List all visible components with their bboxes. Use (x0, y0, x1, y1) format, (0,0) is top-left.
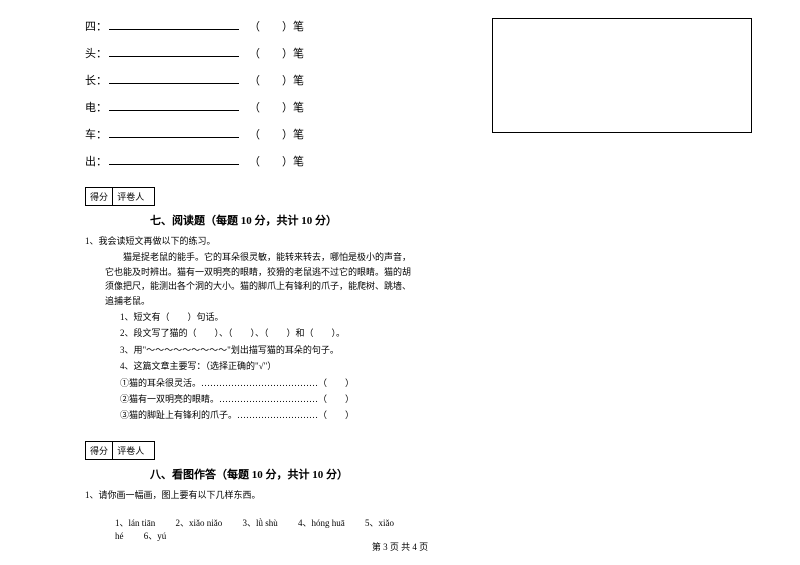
stroke-row: 电： （ ）笔 (85, 99, 415, 115)
stroke-count-field: （ ）笔 (249, 18, 304, 34)
score-box: 得分 评卷人 (85, 187, 155, 206)
stroke-char-label: 出： (85, 153, 107, 169)
stroke-char-label: 头： (85, 45, 107, 61)
score-defen-cell: 得分 (86, 442, 113, 459)
q7-opt1: ①猫的耳朵很灵活。…………………………………（ ） (120, 376, 415, 390)
pinyin-row: 1、lán tiān 2、xiǎo niǎo 3、lǜ shù 4、hóng h… (115, 516, 415, 542)
stroke-count-field: （ ）笔 (249, 153, 304, 169)
score-defen-cell: 得分 (86, 188, 113, 205)
q7-sub2: 2、段文写了猫的（ ）、（ ）、（ ）和（ ）。 (120, 326, 415, 340)
stroke-count-field: （ ）笔 (249, 126, 304, 142)
page-footer: 第 3 页 共 4 页 (0, 540, 800, 553)
stroke-count-field: （ ）笔 (249, 99, 304, 115)
stroke-blank-line[interactable] (109, 127, 239, 138)
pinyin-item: 4、hóng huā (298, 518, 345, 528)
q7-sub1: 1、短文有（ ）句话。 (120, 310, 415, 324)
q7-opt3: ③猫的脚趾上有锋利的爪子。………………………（ ） (120, 408, 415, 422)
q7-opt2: ②猫有一双明亮的眼睛。……………………………（ ） (120, 392, 415, 406)
q7-sub3: 3、用"～～～～～～～～～"划出描写猫的耳朵的句子。 (120, 343, 415, 357)
stroke-blank-line[interactable] (109, 46, 239, 57)
stroke-char-label: 电： (85, 99, 107, 115)
stroke-row: 长： （ ）笔 (85, 72, 415, 88)
stroke-count-field: （ ）笔 (249, 72, 304, 88)
stroke-blank-line[interactable] (109, 73, 239, 84)
stroke-row: 四： （ ）笔 (85, 18, 415, 34)
q8-1-title: 1、请你画一幅画，图上要有以下几样东西。 (85, 488, 415, 502)
pinyin-item: 1、lán tiān (115, 518, 155, 528)
stroke-blank-line[interactable] (109, 154, 239, 165)
pinyin-item: 2、xiǎo niǎo (176, 518, 223, 528)
page-content: 四： （ ）笔 头： （ ）笔 长： （ ）笔 电： （ ）笔 车： （ ）笔 … (0, 0, 800, 565)
pinyin-item: 3、lǜ shù (243, 518, 278, 528)
q7-sub4: 4、这篇文章主要写：（选择正确的"√"） (120, 359, 415, 373)
section-7-heading: 七、阅读题（每题 10 分，共计 10 分） (150, 212, 415, 228)
stroke-row: 头： （ ）笔 (85, 45, 415, 61)
stroke-char-label: 车： (85, 126, 107, 142)
score-box: 得分 评卷人 (85, 441, 155, 460)
q7-passage: 猫是捉老鼠的能手。它的耳朵很灵敏，能转来转去，哪怕是极小的声音，它也能及时辨出。… (105, 250, 415, 308)
stroke-blank-line[interactable] (109, 100, 239, 111)
stroke-char-label: 长： (85, 72, 107, 88)
drawing-answer-box[interactable] (492, 18, 752, 133)
stroke-count-field: （ ）笔 (249, 45, 304, 61)
stroke-blank-line[interactable] (109, 19, 239, 30)
stroke-row: 出： （ ）笔 (85, 153, 415, 169)
score-pingjuanren-cell: 评卷人 (113, 188, 154, 205)
stroke-char-label: 四： (85, 18, 107, 34)
left-column: 四： （ ）笔 头： （ ）笔 长： （ ）笔 电： （ ）笔 车： （ ）笔 … (85, 18, 415, 542)
q7-1-title: 1、我会读短文再做以下的练习。 (85, 234, 415, 248)
section-8-heading: 八、看图作答（每题 10 分，共计 10 分） (150, 466, 415, 482)
score-pingjuanren-cell: 评卷人 (113, 442, 154, 459)
stroke-row: 车： （ ）笔 (85, 126, 415, 142)
